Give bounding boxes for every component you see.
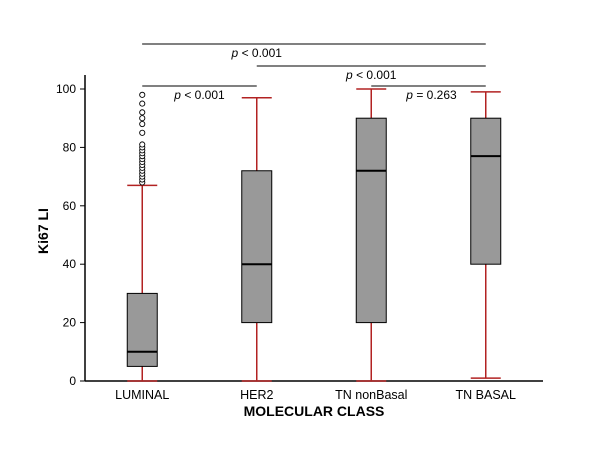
- significance-annotations: p < 0.001 p < 0.001 p < 0.001 p = 0.263: [142, 43, 486, 102]
- box-iqr: [241, 170, 273, 324]
- comparison-annotation: p < 0.001: [142, 43, 372, 60]
- y-axis-title: Ki67 LI: [35, 208, 51, 254]
- x-axis-title: MOLECULAR CLASS: [244, 403, 385, 419]
- y-tick-label: 40: [63, 257, 77, 271]
- x-tick-label: TN nonBasal: [335, 388, 407, 402]
- outlier-point: [139, 129, 146, 136]
- comparison-annotation: p = 0.263: [371, 85, 486, 102]
- box-group: TN nonBasal: [335, 88, 407, 402]
- comparison-annotation: p < 0.001: [142, 85, 257, 102]
- axes: 0 20 40 60 80 100: [56, 75, 543, 388]
- y-tick-label: 100: [56, 82, 76, 96]
- box-iqr: [355, 117, 387, 324]
- outlier-point: [139, 120, 146, 128]
- box-group: HER2: [240, 97, 273, 402]
- x-tick-label: LUMINAL: [115, 388, 169, 402]
- box-group: TN BASAL: [456, 91, 516, 402]
- box-iqr: [126, 292, 158, 367]
- boxes: LUMINAL HER2 TN nonBasal TN BASAL: [115, 88, 516, 402]
- box-iqr: [470, 117, 502, 265]
- p-value-label: p < 0.001: [345, 68, 397, 82]
- x-tick-label: HER2: [240, 388, 273, 402]
- outlier-point: [139, 141, 146, 148]
- y-tick-label: 80: [63, 140, 77, 154]
- p-value-label: p < 0.001: [231, 46, 283, 60]
- p-value-label: p = 0.263: [405, 88, 457, 102]
- box-group: LUMINAL: [115, 91, 169, 402]
- y-tick-label: 20: [63, 316, 77, 330]
- outlier-point: [139, 100, 146, 107]
- y-tick-label: 0: [69, 374, 76, 388]
- y-tick-label: 60: [63, 199, 77, 213]
- outlier-point: [139, 115, 146, 122]
- p-value-label: p < 0.001: [173, 88, 225, 102]
- comparison-annotation: p < 0.001: [256, 65, 486, 82]
- outlier-point: [139, 109, 146, 116]
- outlier-point: [139, 91, 146, 98]
- x-tick-label: TN BASAL: [456, 388, 516, 402]
